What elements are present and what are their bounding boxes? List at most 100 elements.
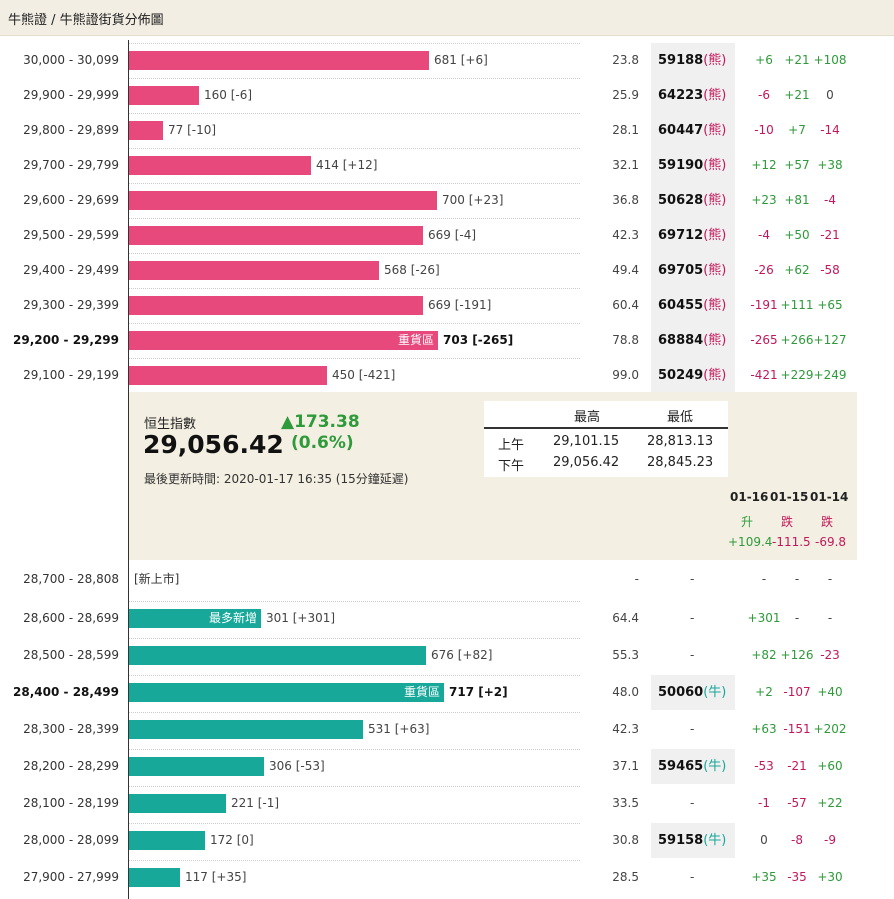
warrant-code-link[interactable]: 59465(牛) (651, 749, 735, 784)
distribution-bar[interactable] (129, 868, 180, 887)
distribution-bar[interactable] (129, 261, 379, 280)
range-label: 29,300 - 29,399 (23, 298, 119, 312)
distribution-bar[interactable] (129, 121, 163, 140)
row-separator (129, 183, 580, 184)
distribution-bar[interactable]: 重貨區 (129, 683, 444, 702)
change-col-1: -10 (754, 123, 774, 137)
change-col-3: +22 (817, 796, 843, 810)
distribution-bar[interactable] (129, 191, 437, 210)
distribution-bar[interactable] (129, 757, 264, 776)
change-col-3: - (827, 572, 833, 586)
warrant-code-link[interactable]: 64223(熊) (651, 78, 735, 113)
change-col-2: +111 (780, 298, 814, 312)
change-col-1: -53 (754, 759, 774, 773)
warrant-code-link[interactable]: 60455(熊) (651, 288, 735, 323)
distribution-bar[interactable] (129, 831, 205, 850)
code-cell: - (690, 611, 695, 625)
distribution-bar[interactable] (129, 646, 426, 665)
table-row: 29,300 - 29,399 669 [-191] 60.4 60455(熊) -19… (0, 288, 894, 323)
distribution-bar[interactable] (129, 226, 423, 245)
pct-cell: 33.5 (612, 796, 639, 810)
change-col-1: +23 (751, 193, 777, 207)
code-cell: - (690, 722, 695, 736)
bar-value-label: 669 [-191] (428, 298, 492, 312)
change-col-1: +6 (755, 53, 773, 67)
range-label: 28,700 - 28,808 (23, 572, 119, 586)
row-separator (129, 860, 580, 861)
range-label: 30,000 - 30,099 (23, 53, 119, 67)
warrant-code: 69712 (658, 228, 704, 243)
warrant-code-link[interactable]: 69712(熊) (651, 218, 735, 253)
distribution-bar[interactable]: 最多新增 (129, 609, 261, 628)
warrant-code: 59190 (658, 158, 704, 173)
bar-value-label: 717 [+2] (449, 685, 508, 699)
distribution-bar[interactable] (129, 366, 327, 385)
direction-2: 跌 (781, 515, 794, 529)
range-label: 28,600 - 28,699 (23, 611, 119, 625)
distribution-bar[interactable] (129, 794, 226, 813)
row-separator (129, 288, 580, 289)
warrant-code: 59465 (658, 759, 704, 774)
bar-tag-label: 最多新增 (208, 611, 257, 625)
index-value: 29,056.42 (143, 430, 284, 459)
change-col-3: - (827, 611, 833, 625)
new-listing-row: 28,700 - 28,808 [新上市] - - - - - (0, 562, 894, 597)
warrant-type-tag: (熊) (703, 298, 727, 313)
table-row: 29,100 - 29,199 450 [-421] 99.0 50249(熊) -42… (0, 358, 894, 393)
bar-value-label: 221 [-1] (231, 796, 280, 810)
range-label: 28,400 - 28,499 (13, 685, 119, 699)
warrant-code-link[interactable]: 59188(熊) (651, 43, 735, 78)
distribution-bar[interactable]: 重貨區 (129, 331, 438, 350)
range-label: 27,900 - 27,999 (23, 870, 119, 884)
warrant-code-link[interactable]: 60447(熊) (651, 113, 735, 148)
change-col-1: +2 (755, 685, 773, 699)
warrant-code: 59188 (658, 53, 704, 68)
code-cell: - (690, 796, 695, 810)
change-col-3: +127 (813, 333, 847, 347)
warrant-type-tag: (牛) (703, 685, 727, 700)
change-col-3: 0 (826, 88, 834, 102)
distribution-bar[interactable] (129, 51, 429, 70)
distribution-bar[interactable] (129, 720, 363, 739)
change-col-1: +301 (747, 611, 781, 625)
bar-value-label: 703 [-265] (443, 333, 514, 347)
warrant-code-link[interactable]: 59158(牛) (651, 823, 735, 858)
change-col-2: +62 (784, 263, 810, 277)
table-row: 29,400 - 29,499 568 [-26] 49.4 69705(熊) -26 +… (0, 253, 894, 288)
pct-cell: 49.4 (612, 263, 639, 277)
change-col-3: -21 (820, 228, 840, 242)
table-row: 30,000 - 30,099 681 [+6] 23.8 59188(熊) +6 +21… (0, 43, 894, 78)
high-low-table: 最高 最低 上午 29,101.15 28,813.13 下午 29,056.4… (484, 401, 728, 477)
row-separator (129, 43, 580, 44)
distribution-bar[interactable] (129, 296, 423, 315)
pct-cell: 78.8 (612, 333, 639, 347)
bar-value-label: 669 [-4] (428, 228, 477, 242)
warrant-code-link[interactable]: 50249(熊) (651, 358, 735, 393)
warrant-code-link[interactable]: 69705(熊) (651, 253, 735, 288)
bar-value-label: 681 [+6] (434, 53, 488, 67)
date-col-2: 01-15 (770, 490, 809, 504)
change-col-1: - (761, 572, 767, 586)
day-change-1: +109.4 (728, 535, 773, 549)
distribution-bar[interactable] (129, 156, 311, 175)
change-col-3: +249 (813, 368, 847, 382)
breadcrumb[interactable]: 牛熊證 / 牛熊證街貨分佈圖 (8, 13, 164, 28)
warrant-code-link[interactable]: 68884(熊) (651, 323, 735, 358)
change-col-1: +12 (751, 158, 777, 172)
code-cell: - (690, 572, 695, 586)
hl-header-low: 最低 (667, 410, 694, 425)
row-separator (129, 358, 580, 359)
pct-cell: 55.3 (612, 648, 639, 662)
table-row: 29,700 - 29,799 414 [+12] 32.1 59190(熊) +12 +… (0, 148, 894, 183)
direction-1: 升 (741, 515, 754, 529)
range-label: 28,500 - 28,599 (23, 648, 119, 662)
warrant-code-link[interactable]: 50060(牛) (651, 675, 735, 710)
bar-value-label: 306 [-53] (269, 759, 325, 773)
warrant-code-link[interactable]: 50628(熊) (651, 183, 735, 218)
change-col-1: +82 (751, 648, 777, 662)
hl-session: 上午 (498, 438, 525, 453)
distribution-bar[interactable] (129, 86, 199, 105)
warrant-code-link[interactable]: 59190(熊) (651, 148, 735, 183)
change-col-2: -35 (787, 870, 807, 884)
bar-value-label: 117 [+35] (185, 870, 247, 884)
